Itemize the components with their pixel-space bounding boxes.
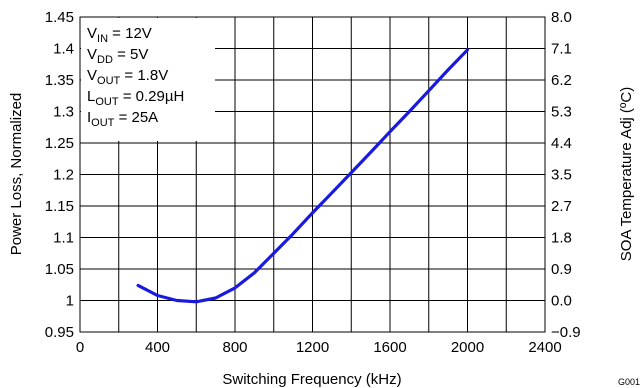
y2-tick-label: 7.1 xyxy=(551,41,572,58)
y2-axis-label: SOA Temperature Adj (ºC) xyxy=(618,87,635,261)
annotation-line: VDD = 5V xyxy=(87,46,148,66)
y2-tick-label: 0.0 xyxy=(551,293,572,310)
y-tick-label: 1.3 xyxy=(53,104,74,121)
y2-tick-label: 6.2 xyxy=(551,72,572,89)
y-tick-label: 1 xyxy=(66,293,74,310)
x-tick-label: 2400 xyxy=(528,339,561,356)
y-axis-label: Power Loss, Normalized xyxy=(8,93,25,256)
x-tick-label: 1200 xyxy=(296,339,329,356)
x-tick-label: 2000 xyxy=(451,339,484,356)
x-tick-label: 0 xyxy=(76,339,84,356)
y2-tick-label: 8.0 xyxy=(551,9,572,26)
y2-tick-label: 2.7 xyxy=(551,198,572,215)
x-tick-label: 800 xyxy=(222,339,247,356)
annotation-line: VOUT = 1.8V xyxy=(87,67,168,87)
y2-tick-label: 5.3 xyxy=(551,104,572,121)
y-tick-label: 1.15 xyxy=(45,198,74,215)
y-tick-label: 1.2 xyxy=(53,167,74,184)
series-line xyxy=(136,48,470,304)
plot-frame xyxy=(79,16,546,333)
y-tick-label: 1.35 xyxy=(45,72,74,89)
x-tick-label: 1600 xyxy=(373,339,406,356)
y-tick-label: 1.05 xyxy=(45,261,74,278)
y2-tick-label: 0.9 xyxy=(551,261,572,278)
annotation-line: IOUT = 25A xyxy=(87,109,158,129)
y2-tick-label: 4.4 xyxy=(551,135,572,152)
y-tick-labels: 0.95 1 1.05 1.1 1.15 1.2 1.25 1.3 1.35 1.4 1.45 xyxy=(45,9,74,341)
y2-tick-label: −0.9 xyxy=(551,324,581,341)
x-tick-label: 400 xyxy=(145,339,170,356)
x-tick-labels: 0 400 800 1200 1600 2000 2400 xyxy=(76,339,562,356)
y-tick-label: 1.1 xyxy=(53,230,74,247)
x-axis-label: Switching Frequency (kHz) xyxy=(222,371,401,388)
y2-tick-label: 3.5 xyxy=(551,167,572,184)
y-tick-label: 1.45 xyxy=(45,9,74,26)
figure-code: G001 xyxy=(618,377,640,387)
y-tick-label: 1.25 xyxy=(45,135,74,152)
y2-tick-labels: −0.9 0.0 0.9 1.8 2.7 3.5 4.4 5.3 6.2 7.1 8.0 xyxy=(551,9,581,341)
annotation-box xyxy=(81,18,215,141)
annotation-line: LOUT = 0.29µH xyxy=(87,88,184,108)
y-tick-label: 0.95 xyxy=(45,324,74,341)
y-tick-label: 1.4 xyxy=(53,41,74,58)
annotation-line: VIN = 12V xyxy=(87,25,152,45)
y2-tick-label: 1.8 xyxy=(551,230,572,247)
